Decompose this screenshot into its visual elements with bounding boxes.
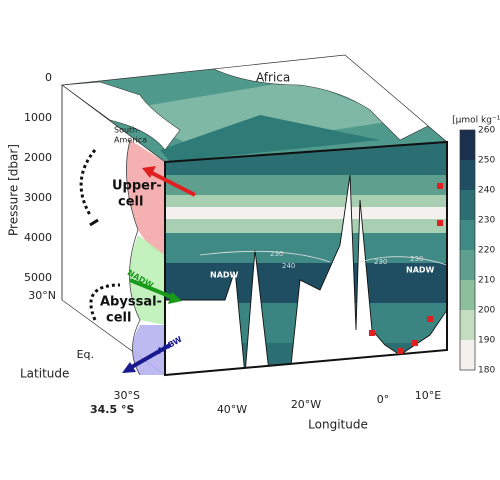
colorbar-tick: 220 — [478, 246, 495, 256]
nadw-label: NADW — [406, 266, 435, 275]
longitude-tick: 20°W — [291, 398, 321, 411]
contour-label: 230 — [270, 250, 283, 258]
pressure-tick: 4000 — [24, 231, 52, 244]
longitude-tick: 40°W — [217, 403, 247, 416]
colorbar — [459, 129, 476, 371]
pressure-tick: 2000 — [24, 151, 52, 164]
colorbar-tick: 200 — [478, 306, 495, 316]
section-label: 34.5 °S — [90, 403, 134, 416]
upper-arrow — [149, 170, 196, 197]
latitude-tick: 30°N — [28, 289, 56, 302]
upper-cell-label: Upper- — [112, 179, 162, 194]
south-america-label: America — [114, 136, 147, 145]
contour-label: 230 — [374, 258, 387, 266]
aabw-label: AABW — [208, 326, 235, 335]
africa-label: Africa — [256, 71, 290, 85]
longitude-tick: 10°E — [415, 389, 441, 402]
south-america-label: South- — [114, 126, 140, 135]
upper-cell-label: cell — [118, 195, 143, 210]
nadw-arrow — [129, 278, 175, 300]
aabw-arrow — [129, 343, 171, 370]
colorbar-tick: 240 — [478, 186, 495, 196]
latitude-axis-label: Latitude — [20, 367, 69, 381]
latitude-tick: Eq. — [77, 348, 94, 361]
front-face — [165, 142, 447, 375]
abyssal-cell-label: cell — [106, 311, 131, 326]
pressure-tick: 3000 — [24, 191, 52, 204]
colorbar-tick: 190 — [478, 336, 495, 346]
pressure-axis-label: Pressure [dbar] — [7, 144, 21, 236]
colorbar-unit: [µmol kg⁻¹] — [452, 116, 500, 126]
colorbar-tick: 260 — [478, 126, 495, 136]
colorbar-tick: 180 — [478, 366, 495, 376]
pressure-tick: 0 — [45, 71, 52, 84]
nadw-label: NADW — [210, 271, 239, 280]
colorbar-tick: 230 — [478, 216, 495, 226]
latitude-tick: 30°S — [114, 389, 140, 402]
abyssal-cell-label: Abyssal- — [100, 295, 162, 310]
pressure-tick: 1000 — [24, 111, 52, 124]
longitude-axis-label: Longitude — [308, 418, 368, 432]
colorbar-tick: 250 — [478, 156, 495, 166]
colorbar-tick: 210 — [478, 276, 495, 286]
longitude-tick: 0° — [377, 393, 390, 406]
station-markers — [369, 183, 443, 354]
contour-label: 230 — [410, 255, 423, 263]
pressure-tick: 5000 — [24, 271, 52, 284]
contour-label: 240 — [282, 262, 295, 270]
